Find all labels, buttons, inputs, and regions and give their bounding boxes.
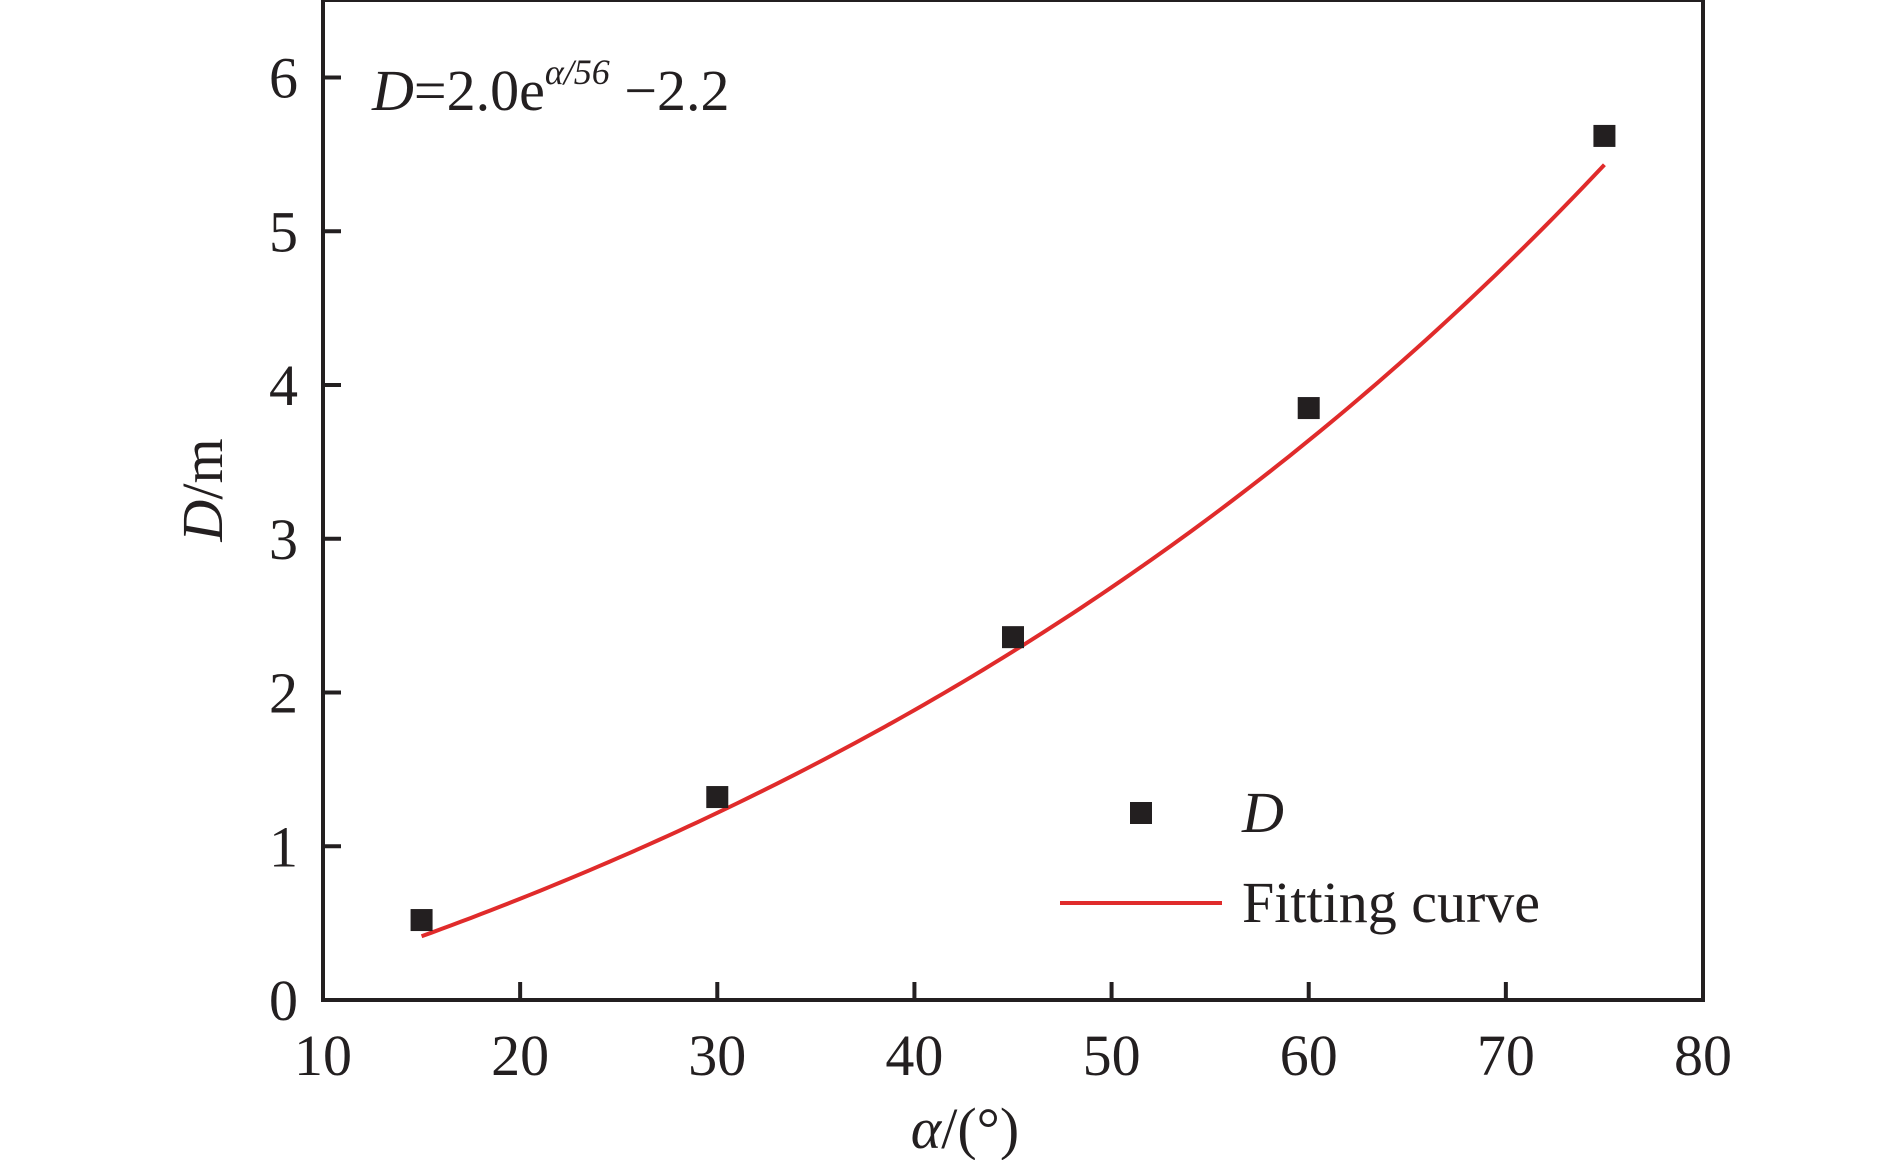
y-axis-tick-labels: 0 1 2 3 4 5 6 [269, 46, 298, 1034]
data-point [1297, 397, 1320, 420]
equation-exponent: α/56 [545, 52, 610, 92]
y-axis-title: D/m [170, 438, 235, 542]
x-tick-label: 10 [294, 1023, 352, 1088]
y-tick-label: 1 [269, 814, 298, 879]
data-point [706, 786, 729, 809]
x-tick-label: 40 [885, 1023, 943, 1088]
x-tick-label: 70 [1477, 1023, 1535, 1088]
x-tick-label: 80 [1674, 1023, 1732, 1088]
equation-main: =2.0e [414, 58, 545, 123]
y-tick-label: 4 [269, 353, 298, 418]
legend-marker-square [1130, 802, 1152, 824]
data-point [1002, 626, 1024, 649]
legend: D Fitting curve [1060, 780, 1540, 935]
x-axis-tick-labels: 10 20 30 40 50 60 70 80 [294, 1023, 1732, 1088]
equation-tail: −2.2 [610, 58, 730, 123]
y-tick-label: 6 [269, 46, 298, 111]
y-tick-label: 0 [269, 968, 298, 1033]
data-points [410, 124, 1616, 932]
y-tick-label: 3 [269, 507, 298, 572]
equation-variable: D [371, 58, 414, 123]
equation-annotation: D=2.0eα/56 −2.2 [371, 52, 729, 123]
x-axis-title: α/(°) [911, 1096, 1019, 1160]
y-axis-ticks [323, 75, 341, 1002]
y-tick-label: 2 [269, 661, 298, 726]
fitting-curve-line [420, 163, 1606, 939]
x-tick-label: 60 [1280, 1023, 1338, 1088]
legend-label-curve: Fitting curve [1242, 870, 1540, 935]
plot-frame [321, 0, 1705, 1002]
legend-label-points: D [1241, 780, 1284, 845]
data-point [1593, 124, 1616, 147]
x-axis-ticks [321, 982, 1705, 1000]
x-tick-label: 50 [1083, 1023, 1141, 1088]
data-point [410, 909, 433, 932]
x-tick-label: 30 [688, 1023, 746, 1088]
y-tick-label: 5 [269, 199, 298, 264]
x-tick-label: 20 [491, 1023, 549, 1088]
